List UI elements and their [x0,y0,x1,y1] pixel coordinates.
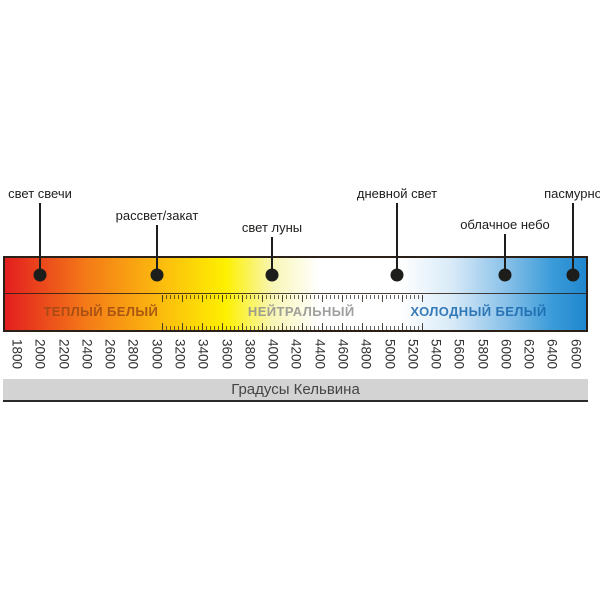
kelvin-scale-value: 3000 [149,338,165,370]
kelvin-scale-value: 3800 [242,338,258,370]
kelvin-scale-value: 6400 [544,338,560,370]
kelvin-scale-value: 1800 [9,338,25,370]
kelvin-scale-cell-17: 5200 [405,333,421,379]
kelvin-scale-value: 5000 [382,338,397,370]
kelvin-scale-value: 2600 [102,338,118,370]
kelvin-scale-value: 2000 [32,338,48,370]
kelvin-scale-value: 5400 [428,338,444,370]
kelvin-scale-cell-19: 5600 [451,333,467,379]
kelvin-scale-value: 2400 [79,338,95,370]
kelvin-scale-cell-21: 6000 [498,333,514,379]
kelvin-scale-cell-20: 5800 [475,333,491,379]
kelvin-scale-cell-11: 4000 [265,333,281,379]
marker-dot-2 [265,268,279,282]
zone-label-0: ТЕПЛЫЙ БЕЛЫЙ [43,304,159,319]
kelvin-scale-cell-1: 2000 [32,333,48,379]
band-divider-line [5,293,586,294]
kelvin-axis-title: Градусы Кельвина [231,381,360,398]
kelvin-axis-title-bar: Градусы Кельвина [3,379,588,402]
kelvin-scale-cell-24: 6600 [568,333,584,379]
marker-label-2: свет луны [241,220,303,235]
neutral-zone-ticks-top [162,295,423,302]
kelvin-scale-cell-18: 5400 [428,333,444,379]
kelvin-scale-value: 5200 [405,338,421,370]
marker-label-4: облачное небо [460,217,550,232]
kelvin-scale-cell-14: 4600 [335,333,351,379]
kelvin-scale-value: 2200 [56,338,72,370]
marker-dot-0 [33,268,47,282]
marker-dot-5 [566,268,580,282]
kelvin-scale-cell-6: 3000 [149,333,165,379]
kelvin-scale-cell-22: 6200 [521,333,537,379]
kelvin-scale-cell-9: 3600 [219,333,235,379]
marker-dot-3 [390,268,404,282]
zone-label-2: ХОЛОДНЫЙ БЕЛЫЙ [410,304,547,319]
marker-label-1: рассвет/закат [115,208,199,223]
marker-stem-2 [271,237,273,275]
kelvin-scale-cell-0: 1800 [9,333,25,379]
kelvin-gradient-bar: ТЕПЛЫЙ БЕЛЫЙ НЕЙТРАЛЬНЫЙ ХОЛОДНЫЙ БЕЛЫЙ [3,256,588,332]
marker-label-0: свет свечи [8,186,72,201]
marker-label-5: пасмурно [544,186,600,201]
kelvin-scale-value: 6600 [568,338,584,370]
marker-stem-3 [396,203,398,275]
kelvin-scale-cell-16: 5000 [382,333,397,379]
kelvin-scale-value: 3200 [172,338,188,370]
kelvin-scale-value: 4200 [288,338,304,370]
kelvin-scale-value: 6000 [498,338,514,370]
kelvin-scale-cell-10: 3800 [242,333,258,379]
kelvin-scale-value: 4600 [335,338,351,370]
kelvin-scale-value: 6200 [521,338,537,370]
kelvin-scale-value: 3600 [219,338,235,370]
marker-stem-4 [504,234,506,275]
marker-stem-1 [156,225,158,275]
kelvin-scale-cell-5: 2800 [125,333,141,379]
kelvin-scale-value: 5600 [451,338,467,370]
kelvin-scale-cell-7: 3200 [172,333,188,379]
neutral-zone-ticks-bottom [162,323,423,330]
kelvin-scale-value: 3400 [195,338,211,370]
kelvin-scale-cell-2: 2200 [56,333,72,379]
kelvin-scale-cell-12: 4200 [288,333,304,379]
kelvin-scale-cell-23: 6400 [544,333,560,379]
kelvin-scale-value: 5800 [475,338,491,370]
kelvin-scale: 1800 2000 2200 2400 2600 2800 3000 3200 3400 3600… [3,333,588,379]
kelvin-scale-value: 4000 [265,338,281,370]
kelvin-scale-value: 4400 [312,338,328,370]
kelvin-scale-value: 2800 [125,338,141,370]
marker-stem-0 [39,203,41,275]
marker-stem-5 [572,203,574,275]
kelvin-scale-cell-13: 4400 [312,333,328,379]
kelvin-scale-cell-15: 4800 [358,333,374,379]
marker-dot-1 [150,268,164,282]
kelvin-scale-cell-3: 2400 [79,333,95,379]
zone-label-1: НЕЙТРАЛЬНЫЙ [247,304,355,319]
marker-dot-4 [498,268,512,282]
kelvin-scale-cell-4: 2600 [102,333,118,379]
kelvin-scale-value: 4800 [358,338,374,370]
kelvin-scale-cell-8: 3400 [195,333,211,379]
marker-label-3: дневной свет [356,186,438,201]
